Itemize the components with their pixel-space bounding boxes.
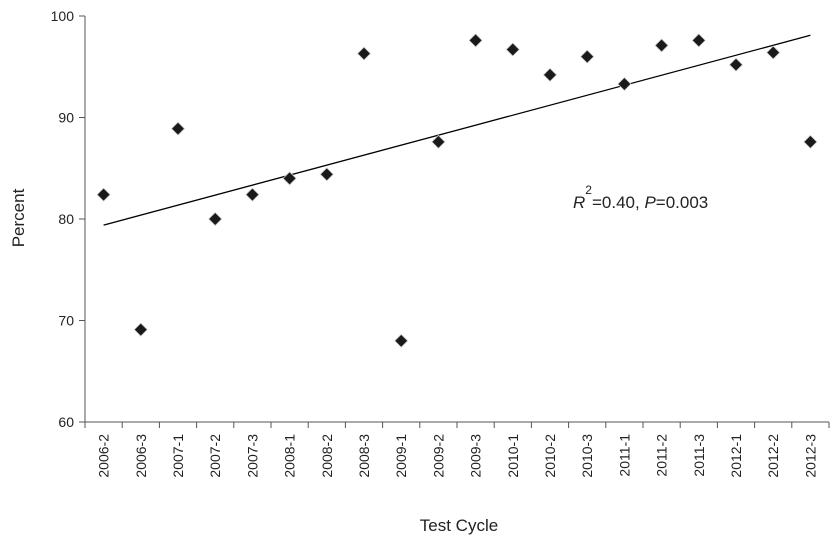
data-point — [282, 171, 297, 186]
x-axis-title: Test Cycle — [420, 516, 498, 535]
x-tick-label: 2006-2 — [96, 434, 112, 478]
data-point — [691, 33, 706, 48]
data-point — [505, 42, 520, 57]
x-tick-label: 2006-3 — [133, 434, 149, 478]
x-ticks: 2006-2 2006-3 2007-1 2007-2 2007-3 2008-1 2008… — [84, 422, 830, 478]
data-point — [580, 49, 595, 64]
data-point — [170, 121, 186, 136]
x-tick-label: 2012-1 — [728, 434, 744, 478]
y-tick-label: 90 — [58, 110, 74, 126]
data-point — [431, 134, 446, 149]
x-tick-label: 2007-3 — [244, 434, 260, 478]
r-value: =0.40, — [592, 193, 644, 212]
x-tick-label: 2010-3 — [579, 434, 595, 478]
x-tick-label: 2008-2 — [319, 434, 335, 478]
x-tick-label: 2007-2 — [207, 434, 223, 478]
x-tick-label: 2012-3 — [802, 434, 818, 478]
r-exponent: 2 — [585, 183, 592, 197]
data-point — [617, 76, 632, 92]
x-tick-label: 2008-3 — [356, 434, 372, 478]
r-symbol: R — [573, 193, 585, 212]
p-symbol: P — [644, 193, 656, 212]
x-tick-label: 2011-3 — [691, 434, 707, 477]
y-tick-label: 60 — [58, 414, 74, 430]
x-tick-label: 2008-1 — [282, 434, 298, 478]
x-tick-label: 2011-2 — [654, 434, 670, 477]
stats-annotation: R2=0.40, P=0.003 — [573, 183, 708, 212]
data-point — [766, 45, 781, 60]
data-points — [96, 33, 818, 348]
data-point — [803, 134, 818, 149]
data-point — [96, 187, 111, 202]
data-point — [654, 38, 669, 53]
x-tick-label: 2009-2 — [430, 434, 446, 478]
p-value: =0.003 — [656, 193, 708, 212]
axes — [84, 16, 829, 423]
x-tick-label: 2010-1 — [505, 434, 521, 478]
trendline — [103, 34, 811, 226]
y-ticks: 60 70 80 90 100 — [51, 8, 85, 430]
data-point — [319, 167, 334, 182]
data-point — [245, 187, 260, 202]
y-tick-label: 80 — [58, 211, 74, 227]
x-tick-label: 2011-1 — [616, 434, 632, 477]
y-tick-label: 100 — [51, 8, 75, 24]
y-tick-label: 70 — [58, 313, 74, 329]
x-tick-label: 2007-1 — [170, 434, 186, 478]
data-point — [133, 322, 148, 337]
trendline-group — [103, 34, 811, 226]
data-point — [208, 211, 223, 227]
data-point — [394, 333, 409, 348]
data-point — [728, 57, 744, 72]
data-point — [542, 67, 558, 82]
x-tick-label: 2009-3 — [468, 434, 484, 478]
y-axis-title: Percent — [9, 188, 28, 247]
data-point — [468, 33, 483, 48]
x-tick-label: 2012-2 — [765, 434, 781, 478]
x-tick-label: 2009-1 — [393, 434, 409, 478]
x-tick-label: 2010-2 — [542, 434, 558, 478]
data-point — [356, 46, 372, 61]
